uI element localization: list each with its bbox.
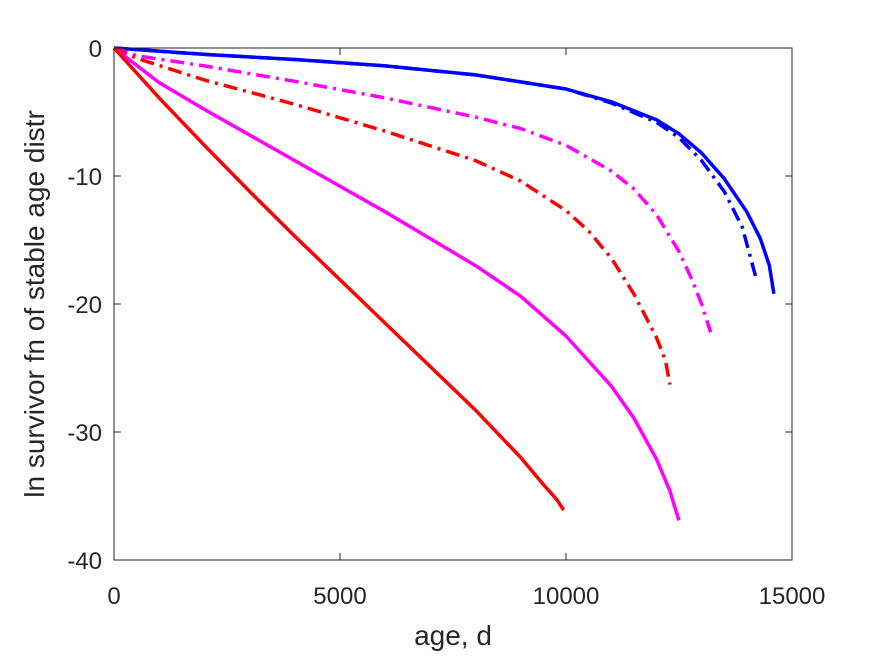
y-tick-label: 0	[89, 36, 102, 63]
x-tick-label: 15000	[759, 583, 826, 610]
x-axis-label: age, d	[414, 620, 492, 651]
series-line-4	[113, 46, 672, 385]
y-tick-label: -10	[67, 164, 102, 191]
tick-layer: 0 5000 10000 15000 0 -10 -20 -30 -40	[67, 36, 825, 610]
y-axis-label: ln survivor fn of stable age distr	[19, 110, 50, 498]
series-line-3	[113, 46, 713, 333]
y-tick-label: -30	[67, 420, 102, 447]
series-layer	[112, 46, 776, 521]
x-tick-label: 5000	[313, 583, 366, 610]
x-tick-label: 10000	[533, 583, 600, 610]
y-tick-label: -40	[67, 548, 102, 575]
x-tick-label: 0	[107, 583, 120, 610]
series-line-5	[112, 46, 681, 521]
plot-area	[114, 48, 792, 560]
series-line-6	[112, 46, 566, 512]
series-line-2	[113, 46, 758, 278]
y-tick-label: -20	[67, 292, 102, 319]
